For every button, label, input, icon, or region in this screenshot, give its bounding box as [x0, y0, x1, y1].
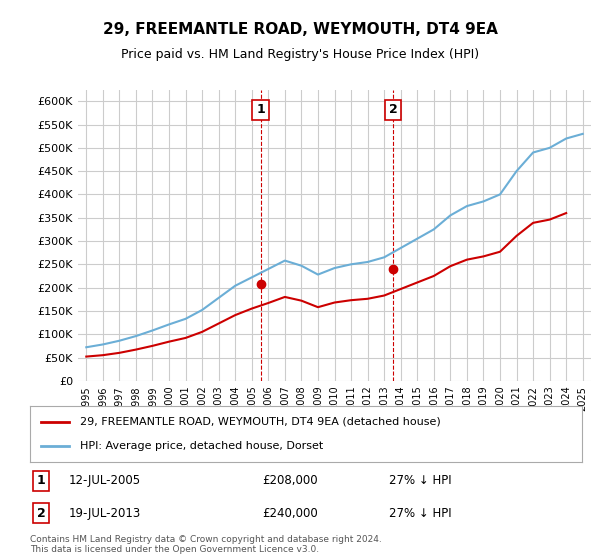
Text: 2: 2	[389, 104, 397, 116]
Text: Contains HM Land Registry data © Crown copyright and database right 2024.
This d: Contains HM Land Registry data © Crown c…	[30, 535, 382, 554]
Text: 1: 1	[256, 104, 265, 116]
Text: Price paid vs. HM Land Registry's House Price Index (HPI): Price paid vs. HM Land Registry's House …	[121, 48, 479, 60]
Text: £208,000: £208,000	[262, 474, 317, 487]
Text: 27% ↓ HPI: 27% ↓ HPI	[389, 507, 451, 520]
Text: 19-JUL-2013: 19-JUL-2013	[68, 507, 141, 520]
Text: 12-JUL-2005: 12-JUL-2005	[68, 474, 141, 487]
Text: 2: 2	[37, 507, 46, 520]
Text: 27% ↓ HPI: 27% ↓ HPI	[389, 474, 451, 487]
Text: 1: 1	[37, 474, 46, 487]
Text: 29, FREEMANTLE ROAD, WEYMOUTH, DT4 9EA (detached house): 29, FREEMANTLE ROAD, WEYMOUTH, DT4 9EA (…	[80, 417, 440, 427]
Text: HPI: Average price, detached house, Dorset: HPI: Average price, detached house, Dors…	[80, 441, 323, 451]
Text: 29, FREEMANTLE ROAD, WEYMOUTH, DT4 9EA: 29, FREEMANTLE ROAD, WEYMOUTH, DT4 9EA	[103, 22, 497, 38]
Text: £240,000: £240,000	[262, 507, 317, 520]
